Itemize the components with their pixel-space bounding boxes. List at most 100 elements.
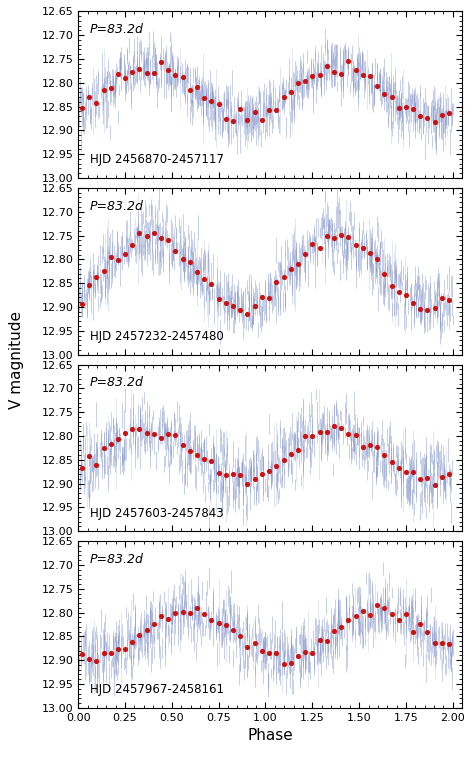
Point <box>424 304 431 316</box>
Point <box>164 428 172 440</box>
Point <box>294 258 302 270</box>
Point <box>359 605 366 617</box>
Point <box>114 643 122 656</box>
Point <box>114 254 122 266</box>
Point <box>301 430 309 442</box>
Point <box>337 621 345 634</box>
Point <box>359 241 366 254</box>
Point <box>107 251 115 263</box>
Point <box>164 613 172 625</box>
Point <box>128 637 136 649</box>
Point <box>258 291 265 304</box>
Point <box>309 646 316 659</box>
Point <box>417 303 424 315</box>
Text: V magnitude: V magnitude <box>9 310 24 409</box>
Point <box>402 101 410 114</box>
Point <box>287 448 295 460</box>
Point <box>381 602 388 614</box>
Point <box>374 599 381 611</box>
Point <box>193 449 201 461</box>
Point <box>157 610 165 622</box>
Point <box>215 466 222 478</box>
Point <box>345 428 352 441</box>
Point <box>85 279 93 291</box>
Point <box>388 609 395 621</box>
Point <box>251 301 258 313</box>
Point <box>273 646 280 659</box>
Point <box>273 276 280 288</box>
Point <box>395 286 402 298</box>
Point <box>193 602 201 614</box>
Point <box>179 439 186 451</box>
Point <box>294 444 302 456</box>
Point <box>330 625 338 637</box>
Point <box>143 67 150 79</box>
Point <box>208 615 215 627</box>
Text: HJD 2457232-2457480: HJD 2457232-2457480 <box>90 330 223 343</box>
Point <box>366 438 374 450</box>
Point <box>330 419 338 431</box>
Point <box>337 68 345 80</box>
Point <box>78 463 86 475</box>
Point <box>395 614 402 626</box>
Point <box>193 266 201 279</box>
Point <box>244 640 251 653</box>
Point <box>150 226 158 238</box>
Point <box>258 468 265 480</box>
Point <box>438 472 446 484</box>
Point <box>352 610 359 622</box>
Point <box>309 430 316 442</box>
Point <box>143 624 150 636</box>
Point <box>237 469 244 481</box>
Point <box>237 103 244 115</box>
Point <box>402 289 410 301</box>
Point <box>445 294 453 307</box>
Text: P=83.2d: P=83.2d <box>90 200 144 213</box>
Point <box>179 253 186 265</box>
Point <box>128 422 136 435</box>
Point <box>352 64 359 76</box>
Point <box>359 441 366 453</box>
Point <box>280 658 287 670</box>
Point <box>345 230 352 242</box>
Point <box>366 70 374 83</box>
Point <box>157 56 165 68</box>
Point <box>301 646 309 658</box>
Point <box>215 98 222 111</box>
Point <box>309 238 316 250</box>
Point <box>172 429 179 441</box>
Point <box>92 459 100 471</box>
Point <box>294 77 302 89</box>
Point <box>100 442 107 454</box>
Point <box>301 75 309 87</box>
Point <box>431 479 438 491</box>
Point <box>229 625 237 637</box>
Point <box>337 422 345 435</box>
Point <box>222 113 229 125</box>
Point <box>409 466 417 478</box>
Point <box>208 278 215 290</box>
Point <box>424 626 431 638</box>
Point <box>265 104 273 116</box>
Point <box>107 438 115 450</box>
Point <box>150 67 158 79</box>
Point <box>208 95 215 107</box>
Point <box>121 643 129 655</box>
Point <box>374 80 381 92</box>
Point <box>287 263 295 275</box>
Point <box>280 453 287 466</box>
Point <box>287 86 295 98</box>
Point <box>330 66 338 78</box>
Point <box>229 301 237 313</box>
Point <box>237 630 244 642</box>
Point <box>388 280 395 292</box>
Point <box>280 271 287 283</box>
Point <box>374 441 381 453</box>
Point <box>251 637 258 650</box>
Point <box>330 232 338 244</box>
Point <box>366 247 374 259</box>
Point <box>136 423 143 435</box>
Point <box>136 227 143 239</box>
Point <box>201 453 208 465</box>
Point <box>237 304 244 316</box>
